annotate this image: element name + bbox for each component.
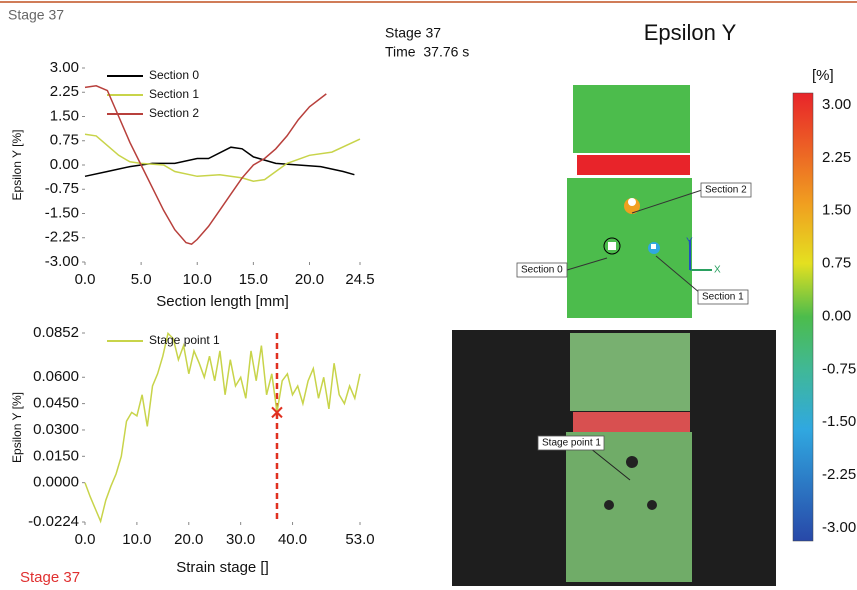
legend-label: Section 0 xyxy=(149,68,199,82)
x-axis-label: Section length [mm] xyxy=(156,293,289,310)
x-tick-label: 0.0 xyxy=(75,271,96,288)
section-label: Section 0 xyxy=(521,265,563,276)
leader xyxy=(631,189,703,214)
series-line xyxy=(84,331,361,524)
point-label: Stage point 1 xyxy=(542,438,601,449)
series-line xyxy=(84,133,361,182)
axis-label: Y xyxy=(686,237,693,248)
colorbar-unit: [%] xyxy=(812,67,834,84)
overlay xyxy=(570,333,690,411)
section-label: Section 2 xyxy=(705,185,747,196)
hole xyxy=(647,500,657,510)
stage-label: Stage 37 xyxy=(385,25,441,41)
colorbar-tick-label: 0.75 xyxy=(822,255,851,272)
specimen-top xyxy=(573,85,690,153)
hole xyxy=(608,242,616,250)
y-tick-label: 0.75 xyxy=(50,132,79,149)
y-tick-label: -1.50 xyxy=(45,204,79,221)
band xyxy=(577,155,690,175)
colorbar-tick-label: -2.25 xyxy=(822,466,856,483)
overlay xyxy=(566,432,692,582)
x-tick-label: 10.0 xyxy=(183,271,212,288)
leader xyxy=(566,257,608,271)
y-tick-label: 0.0852 xyxy=(33,324,79,341)
colorbar-tick-label: 0.00 xyxy=(822,307,851,324)
legend-label: Stage point 1 xyxy=(149,333,220,347)
colorbar-tick-label: -3.00 xyxy=(822,519,856,536)
y-tick-label: 0.0450 xyxy=(33,395,79,412)
x-tick-label: 5.0 xyxy=(131,271,152,288)
label-box xyxy=(516,262,568,278)
hole xyxy=(651,244,656,249)
x-axis-label: Strain stage [] xyxy=(176,559,269,576)
hole xyxy=(603,237,621,255)
x-tick-label: 24.5 xyxy=(345,271,374,288)
y-tick-label: -0.75 xyxy=(45,180,79,197)
y-tick-label: -2.25 xyxy=(45,229,79,246)
label-box xyxy=(697,289,749,305)
leader xyxy=(655,255,701,294)
leader xyxy=(589,447,631,481)
strain-map: Y X Section 2 Section 0 Section 1 xyxy=(516,85,752,318)
y-tick-label: 3.00 xyxy=(50,59,79,76)
hole xyxy=(604,500,614,510)
y-tick-label: 0.0300 xyxy=(33,421,79,438)
label-box xyxy=(537,435,605,451)
legend-label: Section 1 xyxy=(149,87,199,101)
y-tick-label: 0.00 xyxy=(50,156,79,173)
x-tick-label: 0.0 xyxy=(75,531,96,548)
y-tick-label: -0.0224 xyxy=(28,513,79,530)
x-tick-label: 10.0 xyxy=(122,531,151,548)
camera-image: Stage point 1 xyxy=(452,330,776,586)
colorbar-tick-label: -1.50 xyxy=(822,413,856,430)
y-tick-label: 0.0600 xyxy=(33,368,79,385)
y-tick-label: 0.0150 xyxy=(33,447,79,464)
legend-label: Section 2 xyxy=(149,106,199,120)
y-axis-label: Epsilon Y [%] xyxy=(10,130,24,201)
overlay-band xyxy=(573,412,690,434)
colorbar-tick-label: -0.75 xyxy=(822,360,856,377)
axis-label: X xyxy=(714,265,721,276)
colorbar xyxy=(792,92,814,542)
x-tick-label: 20.0 xyxy=(295,271,324,288)
y-tick-label: 2.25 xyxy=(50,83,79,100)
series-line xyxy=(84,85,327,246)
hole xyxy=(628,198,636,206)
y-axis-label: Epsilon Y [%] xyxy=(10,392,24,463)
colorbar-tick-label: 1.50 xyxy=(822,202,851,219)
tab-label: Stage 37 xyxy=(8,7,64,23)
x-tick-label: 40.0 xyxy=(278,531,307,548)
x-tick-label: 20.0 xyxy=(174,531,203,548)
y-tick-label: -3.00 xyxy=(45,253,79,270)
series-line xyxy=(84,146,355,178)
y-tick-label: 1.50 xyxy=(50,107,79,124)
section-label: Section 1 xyxy=(702,292,744,303)
x-tick-label: 30.0 xyxy=(226,531,255,548)
colorbar-tick-label: 3.00 xyxy=(822,96,851,113)
label-box xyxy=(700,182,752,198)
hole xyxy=(626,456,638,468)
x-tick-label: 53.0 xyxy=(345,531,374,548)
footer-stage: Stage 37 xyxy=(20,569,80,586)
y-tick-label: 0.0000 xyxy=(33,474,79,491)
colorbar-tick-label: 2.25 xyxy=(822,149,851,166)
x-tick-label: 15.0 xyxy=(239,271,268,288)
time-label: Time 37.76 s xyxy=(385,44,469,60)
current-point xyxy=(271,406,283,419)
map-title: Epsilon Y xyxy=(644,20,737,45)
